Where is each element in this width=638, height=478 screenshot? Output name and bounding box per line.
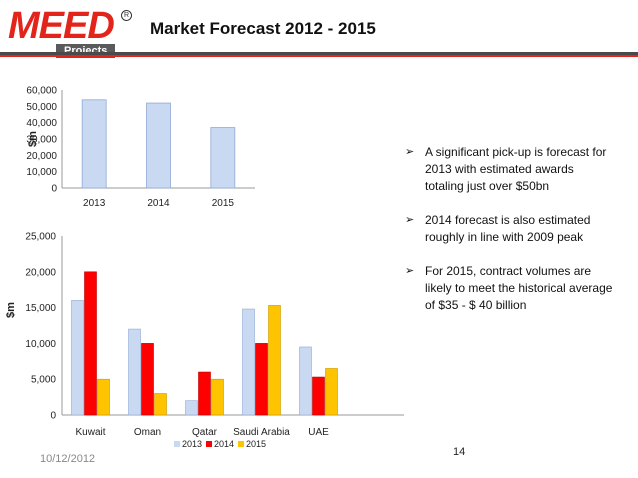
bar	[146, 102, 171, 189]
y-axis-label: $m	[27, 131, 39, 147]
bullet-item: ➢ 2014 forecast is also estimated roughl…	[405, 212, 615, 246]
bullet-text: For 2015, contract volumes are likely to…	[425, 264, 613, 312]
y-tick-label: 60,000	[26, 86, 57, 97]
bullet-item: ➢ A significant pick-up is forecast for …	[405, 144, 615, 195]
x-tick-label: 2015	[212, 198, 235, 209]
bullet-item: ➢ For 2015, contract volumes are likely …	[405, 263, 615, 314]
header-accent-rule	[0, 55, 638, 57]
y-tick-label: 20,000	[26, 151, 57, 162]
y-tick-label: 40,000	[26, 118, 57, 129]
x-tick-label: Qatar	[192, 427, 218, 438]
bar	[325, 368, 338, 416]
legend-label: 2013	[182, 439, 202, 449]
y-tick-label: 5,000	[31, 375, 56, 386]
legend-label: 2014	[214, 439, 234, 449]
legend-swatch	[206, 441, 212, 447]
page-number: 14	[453, 446, 466, 458]
bar	[299, 346, 312, 416]
country-forecast-chart: 0 5,000 10,000 15,000 20,000 25,000 $m Kuwait Om…	[5, 232, 404, 449]
legend-swatch	[238, 441, 244, 447]
y-tick-label: 50,000	[26, 102, 57, 113]
bar	[242, 308, 255, 416]
slide-title: Market Forecast 2012 - 2015	[150, 19, 376, 38]
x-tick-label: Saudi Arabia	[233, 427, 290, 438]
header-rule	[0, 52, 638, 55]
arrow-bullet-icon: ➢	[405, 214, 415, 226]
meed-projects-logo: MEED R Projects	[8, 5, 132, 58]
y-tick-label: 10,000	[25, 339, 56, 350]
bar	[97, 378, 110, 416]
footer-date: 10/12/2012	[40, 453, 96, 465]
x-tick-label: UAE	[308, 427, 329, 438]
bar	[154, 393, 167, 416]
registered-mark-icon: R	[121, 10, 132, 21]
x-tick-label: Kuwait	[75, 427, 105, 438]
bar	[81, 99, 107, 189]
bar	[268, 305, 281, 416]
bar	[211, 378, 224, 416]
y-tick-label: 30,000	[26, 135, 57, 146]
arrow-bullet-icon: ➢	[405, 265, 415, 277]
bar	[312, 376, 325, 416]
annual-forecast-chart: 0 10,000 20,000 30,000 40,000 50,000 60,000 $m 2…	[26, 86, 255, 209]
logo-wordmark: MEED	[8, 5, 115, 47]
y-axis-label: $m	[5, 302, 17, 318]
x-tick-label: 2014	[147, 198, 170, 209]
y-tick-label: 20,000	[25, 267, 56, 278]
y-tick-label: 0	[50, 411, 56, 422]
bar	[84, 271, 97, 416]
bar	[185, 400, 198, 416]
y-tick-label: 0	[51, 184, 57, 195]
bar	[198, 371, 211, 416]
bar	[128, 328, 141, 416]
y-tick-label: 25,000	[25, 232, 56, 243]
y-tick-label: 10,000	[26, 167, 57, 178]
legend-swatch	[174, 441, 180, 447]
y-tick-label: 15,000	[25, 303, 56, 314]
bullet-text: 2014 forecast is also estimated roughly …	[425, 213, 591, 244]
x-tick-label: Oman	[134, 427, 161, 438]
bar	[71, 300, 84, 416]
arrow-bullet-icon: ➢	[405, 146, 415, 158]
legend-label: 2015	[246, 439, 266, 449]
bullet-list: ➢ A significant pick-up is forecast for …	[405, 144, 615, 331]
bullet-text: A significant pick-up is forecast for 20…	[425, 145, 607, 193]
bar	[141, 343, 154, 416]
x-tick-label: 2013	[83, 198, 106, 209]
bar	[210, 127, 236, 189]
bar	[255, 343, 268, 416]
